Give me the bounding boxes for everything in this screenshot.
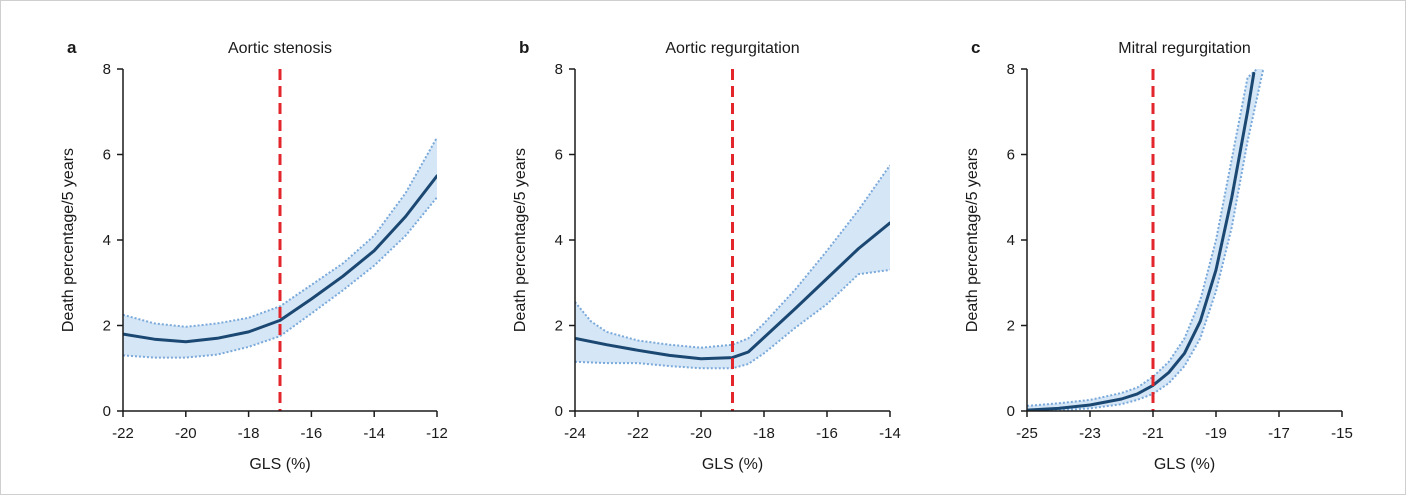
chart-panel-a: 0 2 4 6 8 -22 -20 -18 -16 -14 -12 GLS (%) Death perc…	[60, 38, 448, 473]
x-tick-label: -16	[301, 425, 323, 442]
y-tick-label: 6	[1007, 147, 1015, 164]
y-tick-label: 2	[1007, 318, 1015, 335]
x-tick-label: -23	[1079, 425, 1101, 442]
x-tick-label: -22	[627, 425, 649, 442]
lower-ci-line	[123, 196, 437, 359]
y-tick-label: 0	[555, 403, 563, 420]
x-tick-label: -20	[690, 425, 712, 442]
y-tick-label: 4	[103, 232, 111, 249]
y-tick-label: 0	[103, 403, 111, 420]
x-tick-label: -12	[426, 425, 448, 442]
estimate-line	[123, 174, 437, 344]
y-tick-label: 8	[555, 61, 563, 78]
estimate-line	[575, 221, 890, 361]
x-tick-label: -21	[1142, 425, 1164, 442]
confidence-band	[1027, 69, 1264, 411]
panel-title: Aortic stenosis	[228, 40, 332, 57]
x-tick-label: -20	[175, 425, 197, 442]
upper-ci-line	[1027, 69, 1258, 407]
y-axis-label: Death percentage/5 years	[512, 148, 529, 332]
y-tick-label: 2	[555, 318, 563, 335]
lower-ci-line	[1027, 69, 1265, 411]
plot-area	[1027, 69, 1265, 411]
x-tick-label: -24	[564, 425, 586, 442]
x-axis-label: GLS (%)	[702, 456, 763, 473]
x-tick-label: -18	[238, 425, 260, 442]
chart-panel-b: 0 2 4 6 8 -24 -22 -20 -18 -16 -14 GLS (%) Death perc…	[512, 38, 901, 473]
confidence-band	[575, 165, 890, 369]
estimate-line	[1027, 71, 1256, 411]
x-axis-label: GLS (%)	[249, 456, 310, 473]
panel-letter: c	[971, 38, 980, 57]
x-tick-label: -15	[1331, 425, 1353, 442]
y-tick-label: 8	[103, 61, 111, 78]
lower-ci-line	[575, 268, 890, 370]
x-tick-label: -18	[753, 425, 775, 442]
y-tick-label: 4	[1007, 232, 1015, 249]
y-tick-label: 8	[1007, 61, 1015, 78]
x-axis-label: GLS (%)	[1154, 456, 1215, 473]
panel-letter: b	[519, 38, 529, 57]
y-tick-label: 2	[103, 318, 111, 335]
panel-title: Mitral regurgitation	[1118, 40, 1251, 57]
y-tick-label: 6	[103, 147, 111, 164]
upper-ci-line	[123, 136, 437, 328]
x-tick-label: -14	[879, 425, 901, 442]
x-tick-label: -25	[1016, 425, 1038, 442]
x-tick-label: -14	[363, 425, 385, 442]
y-axis-label: Death percentage/5 years	[964, 148, 981, 332]
panel-letter: a	[67, 38, 77, 57]
panel-title: Aortic regurgitation	[665, 40, 799, 57]
y-tick-label: 4	[555, 232, 563, 249]
x-tick-label: -17	[1268, 425, 1290, 442]
x-tick-label: -19	[1205, 425, 1227, 442]
plot-area	[575, 164, 890, 370]
chart-panel-c: 0 2 4 6 8 -25 -23 -21 -19 -17 -15 GLS (%) Death perc…	[964, 38, 1353, 473]
y-tick-label: 0	[1007, 403, 1015, 420]
y-tick-label: 6	[555, 147, 563, 164]
x-tick-label: -22	[112, 425, 134, 442]
x-tick-label: -16	[816, 425, 838, 442]
y-axis-label: Death percentage/5 years	[60, 148, 77, 332]
